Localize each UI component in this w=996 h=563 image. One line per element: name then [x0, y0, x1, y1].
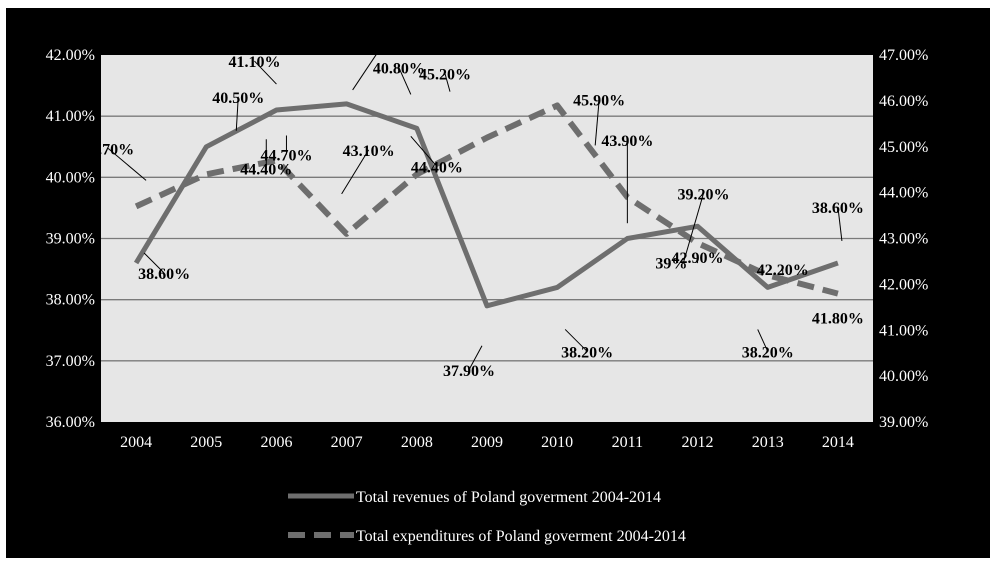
leader-line: [468, 345, 483, 371]
leader-line: [235, 96, 239, 131]
data-label: 39.20%: [678, 186, 730, 203]
leader-line: [254, 60, 277, 85]
y-right-tick-label: 46.00%: [879, 93, 928, 110]
legend-item-revenues: Total revenues of Poland goverment 2004-…: [288, 489, 661, 506]
data-label: 44.40%: [411, 159, 463, 176]
data-label: 38.60%: [812, 200, 864, 217]
y-left-tick-label: 37.00%: [46, 353, 95, 370]
data-label: 45.90%: [573, 92, 625, 109]
data-label: 41.20%: [355, 41, 407, 58]
leader-line: [107, 148, 147, 181]
data-label: 42.20%: [757, 262, 809, 279]
x-tick-label: 2011: [612, 434, 643, 451]
y-left-tick-label: 39.00%: [46, 231, 95, 248]
y-right-tick-label: 40.00%: [879, 368, 928, 385]
data-label: 40.50%: [212, 90, 264, 107]
data-label: 38.20%: [742, 344, 794, 361]
leader-line: [410, 135, 438, 167]
y-left-tick-label: 41.00%: [46, 108, 95, 125]
x-tick-label: 2012: [682, 434, 714, 451]
y-right-tick-label: 47.00%: [879, 47, 928, 64]
expenditures-series-line: [134, 102, 839, 297]
left-y-axis-ticks: 36.00% 37.00% 38.00% 39.00% 40.00% 41.00% 42.0…: [46, 47, 95, 431]
leader-line: [837, 206, 843, 242]
x-tick-label: 2004: [120, 434, 152, 451]
data-label: 42.90%: [672, 250, 724, 267]
data-label: 38.20%: [561, 344, 613, 361]
data-label: 43.10%: [343, 143, 395, 160]
y-right-tick-label: 43.00%: [879, 231, 928, 248]
x-axis-ticks: 2004 2005 2006 2007 2008 2009 2010 2011 2012 2013…: [120, 434, 854, 451]
leader-line: [341, 149, 370, 195]
data-label: 39%: [655, 256, 687, 273]
chart-frame: 36.00% 37.00% 38.00% 39.00% 40.00% 41.00% 42.0…: [6, 8, 990, 558]
data-label: 43.70%: [82, 141, 134, 158]
x-tick-label: 2013: [752, 434, 784, 451]
leader-line: [398, 67, 412, 95]
x-tick-label: 2008: [401, 434, 433, 451]
x-tick-label: 2005: [190, 434, 222, 451]
x-tick-label: 2009: [471, 434, 503, 451]
y-left-tick-label: 42.00%: [46, 47, 95, 64]
data-label: 44.70%: [260, 148, 312, 165]
legend-item-expenditures: Total expenditures of Poland goverment 2…: [288, 528, 686, 545]
x-tick-label: 2010: [541, 434, 573, 451]
right-y-axis-ticks: 39.00% 40.00% 41.00% 42.00% 43.00% 44.00% 45.0…: [879, 47, 928, 431]
leader-line: [594, 99, 600, 146]
legend-label-expenditures: Total expenditures of Poland goverment 2…: [356, 528, 686, 545]
data-label: 38.60%: [138, 266, 190, 283]
data-label: 44.40%: [240, 161, 292, 178]
data-label: 37.90%: [443, 363, 495, 380]
data-label: 41.80%: [812, 311, 864, 328]
legend-label-revenues: Total revenues of Poland goverment 2004-…: [356, 489, 661, 506]
y-right-tick-label: 44.00%: [879, 185, 928, 202]
label-leader-lines: [107, 47, 843, 371]
data-label: 45.20%: [419, 67, 471, 84]
data-label: 41.10%: [228, 54, 280, 71]
leader-line: [757, 329, 769, 352]
leader-line: [564, 329, 588, 352]
line-chart: 36.00% 37.00% 38.00% 39.00% 40.00% 41.00% 42.0…: [46, 41, 929, 545]
data-label: 40.80%: [373, 60, 425, 77]
y-right-tick-label: 39.00%: [879, 414, 928, 431]
y-right-tick-label: 45.00%: [879, 139, 928, 156]
leader-line: [444, 73, 451, 92]
x-tick-label: 2006: [260, 434, 292, 451]
y-left-tick-label: 38.00%: [46, 292, 95, 309]
x-tick-label: 2014: [822, 434, 854, 451]
y-right-tick-label: 41.00%: [879, 322, 928, 339]
leader-line: [143, 252, 165, 274]
revenues-series-line: [133, 101, 839, 309]
series-lines: [133, 101, 839, 309]
legend: Total revenues of Poland goverment 2004-…: [288, 489, 686, 545]
data-label: 43.90%: [601, 133, 653, 150]
y-left-tick-label: 40.00%: [46, 169, 95, 186]
y-right-tick-label: 42.00%: [879, 276, 928, 293]
data-labels: 38.60% 40.50% 41.10% 41.20% 40.80% 37.90% 38.2…: [82, 41, 864, 380]
x-tick-label: 2007: [331, 434, 363, 451]
leader-line: [683, 193, 705, 263]
y-left-tick-label: 36.00%: [46, 414, 95, 431]
leader-line: [352, 47, 382, 91]
